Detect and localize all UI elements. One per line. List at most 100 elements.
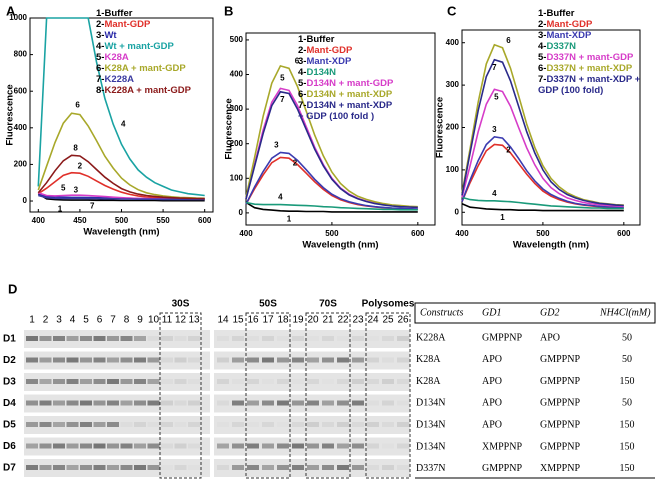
gel-band [307, 443, 319, 449]
curve-label: 4 [492, 189, 497, 198]
y-tick-label: 100 [230, 173, 244, 182]
gel-band [93, 443, 106, 449]
plot-frame [245, 32, 436, 226]
gel-band [352, 400, 364, 406]
gel-band [161, 422, 173, 427]
x-tick-label: 550 [156, 216, 170, 225]
legend-entry: 3-Mant-XDP [298, 56, 400, 67]
gel-band [26, 443, 38, 449]
curve-label: 7 [280, 95, 285, 104]
gel-band [382, 379, 394, 384]
gel-band [134, 443, 146, 449]
y-tick-label: 300 [446, 80, 460, 89]
gel-band [174, 357, 187, 363]
gel-band [39, 357, 52, 363]
y-axis-label: Fluorescence [5, 84, 16, 145]
gel-band [307, 357, 319, 363]
row-label: D3 [3, 377, 16, 388]
curve-label: 2 [293, 158, 298, 167]
lane-number: 12 [175, 315, 187, 326]
table-cell: K228A [416, 332, 446, 343]
gel-band [147, 422, 160, 427]
legend-entry: 3-Mant-XDP [538, 30, 648, 41]
gel-band [277, 465, 289, 470]
gel-band [217, 379, 229, 384]
lane-number: 9 [137, 315, 143, 326]
spectrum-line [461, 88, 624, 208]
gel-band [322, 357, 334, 363]
gel-band [161, 400, 173, 406]
panel-letter: C [447, 3, 457, 18]
gel-band [292, 379, 304, 384]
curve-label: 6 [295, 56, 300, 65]
lane-number: 13 [188, 315, 200, 326]
lane-number: 26 [397, 315, 409, 326]
curve-label: 7 [492, 63, 497, 72]
gel-band [247, 336, 259, 341]
gel-band [292, 400, 304, 406]
x-axis-label: Wavelength (nm) [83, 227, 159, 238]
spectrum-line [461, 58, 624, 207]
gel-band [217, 400, 229, 406]
gel-band [397, 465, 409, 470]
legend-entry: 6-D134N + mant-XDP [298, 89, 400, 100]
gel-band [292, 422, 304, 427]
gel-band [307, 465, 319, 470]
gel-band [307, 400, 319, 406]
y-axis-label: Fluorescence [224, 98, 235, 159]
y-tick-label: 0 [23, 196, 28, 205]
legend-key: 5- [538, 52, 547, 63]
gel-band [147, 379, 160, 384]
gel-band [292, 336, 304, 341]
legend-key: 1- [96, 8, 105, 19]
table-cell: D337N [416, 463, 445, 474]
gel-band [262, 443, 274, 449]
gel-band [174, 379, 187, 384]
lane-number: 20 [307, 315, 319, 326]
legend-entry: 3-Wt [96, 30, 208, 41]
gel-band [26, 422, 38, 427]
legend-name: Mant-XDP [546, 30, 592, 41]
gel-band [352, 379, 364, 384]
table-cell: APO [482, 398, 502, 409]
y-tick-label: 600 [14, 86, 28, 95]
legend-entry: 7-D337N + mant-XDP + GDP (100 fold) [538, 74, 648, 96]
x-axis-label: Wavelength (nm) [302, 240, 378, 251]
gel-band [26, 379, 38, 384]
fraction-label: 30S [172, 299, 190, 310]
lane-number: 25 [382, 315, 394, 326]
legend-key: 1- [298, 34, 307, 45]
gel-band [322, 336, 334, 341]
table-cell: GMPPNP [540, 419, 580, 430]
legend-name: Mant-GDP [306, 45, 353, 56]
gel-band [93, 379, 106, 384]
lane-number: 3 [56, 315, 62, 326]
gel-band [107, 379, 119, 384]
curve-label: 3 [74, 185, 79, 194]
spectrum-line [37, 154, 205, 200]
curve-label: 1 [500, 213, 505, 222]
gel-band [247, 357, 259, 363]
row-label: D1 [3, 334, 16, 345]
gel-band [232, 357, 244, 363]
lane-number: 14 [217, 315, 229, 326]
legend-key: 4- [538, 41, 547, 52]
legend-name: D337N + mant-GDP [546, 52, 634, 63]
gel-band [174, 400, 187, 406]
spectrum-line [245, 64, 418, 208]
legend-key: 2- [538, 19, 547, 30]
gel-band [93, 400, 106, 406]
legend-key: 7- [298, 100, 307, 111]
x-tick-label: 500 [536, 229, 550, 238]
gel-band [107, 422, 119, 427]
gel-band [80, 422, 92, 427]
table-header: GD2 [540, 307, 559, 318]
y-tick-label: 200 [446, 123, 460, 132]
gel-band [277, 336, 289, 341]
curve-label: 5 [494, 92, 499, 101]
legend-name: D134N + mant-XDP + GDP (100 fold ) [298, 100, 393, 122]
legend-key: 2- [298, 45, 307, 56]
gel-band [307, 422, 319, 427]
table-header-box [414, 302, 656, 324]
lane-number: 17 [262, 315, 274, 326]
